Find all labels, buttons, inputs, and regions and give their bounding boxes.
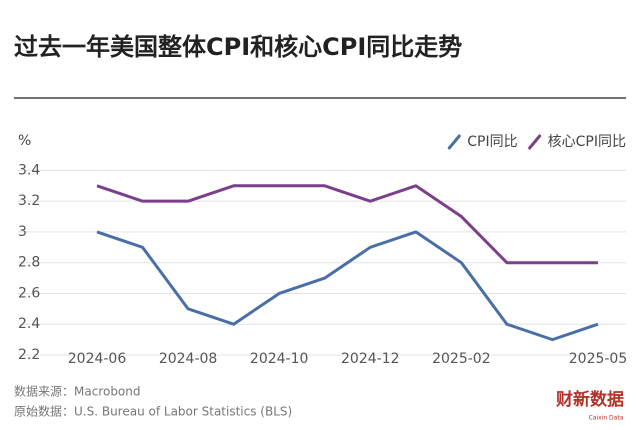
x-tick-label: 2024-08 bbox=[159, 351, 218, 367]
legend-swatch bbox=[528, 134, 542, 150]
x-tick-label: 2024-12 bbox=[341, 351, 400, 367]
original-source: 原始数据：U.S. Bureau of Labor Statistics (BL… bbox=[14, 404, 292, 419]
y-tick-label: 2.8 bbox=[18, 255, 40, 271]
legend-label: CPI同比 bbox=[467, 134, 517, 150]
chart-title: 过去一年美国整体CPI和核心CPI同比走势 bbox=[14, 33, 462, 61]
x-tick-label: 2025-05 bbox=[569, 351, 628, 367]
y-tick-label: 3.2 bbox=[18, 193, 40, 209]
source: 数据来源：Macrobond bbox=[14, 384, 141, 399]
y-tick-label: 2.6 bbox=[18, 285, 40, 301]
logo-sub: Caixin Data bbox=[589, 415, 624, 422]
line-series bbox=[96, 230, 599, 342]
y-tick-label: 2.2 bbox=[18, 347, 40, 363]
legend-label: 核心CPI同比 bbox=[548, 134, 626, 150]
legend-swatch bbox=[447, 134, 461, 150]
y-axis-label: % bbox=[18, 133, 31, 149]
line-series bbox=[96, 184, 598, 265]
logo: 财新数据 bbox=[555, 389, 624, 410]
y-tick-label: 3 bbox=[18, 224, 27, 240]
x-tick-label: 2025-02 bbox=[432, 351, 491, 367]
y-tick-label: 2.4 bbox=[18, 316, 40, 332]
x-tick-label: 2024-10 bbox=[250, 351, 309, 367]
y-tick-label: 3.4 bbox=[18, 162, 40, 178]
x-tick-label: 2024-06 bbox=[68, 351, 127, 367]
